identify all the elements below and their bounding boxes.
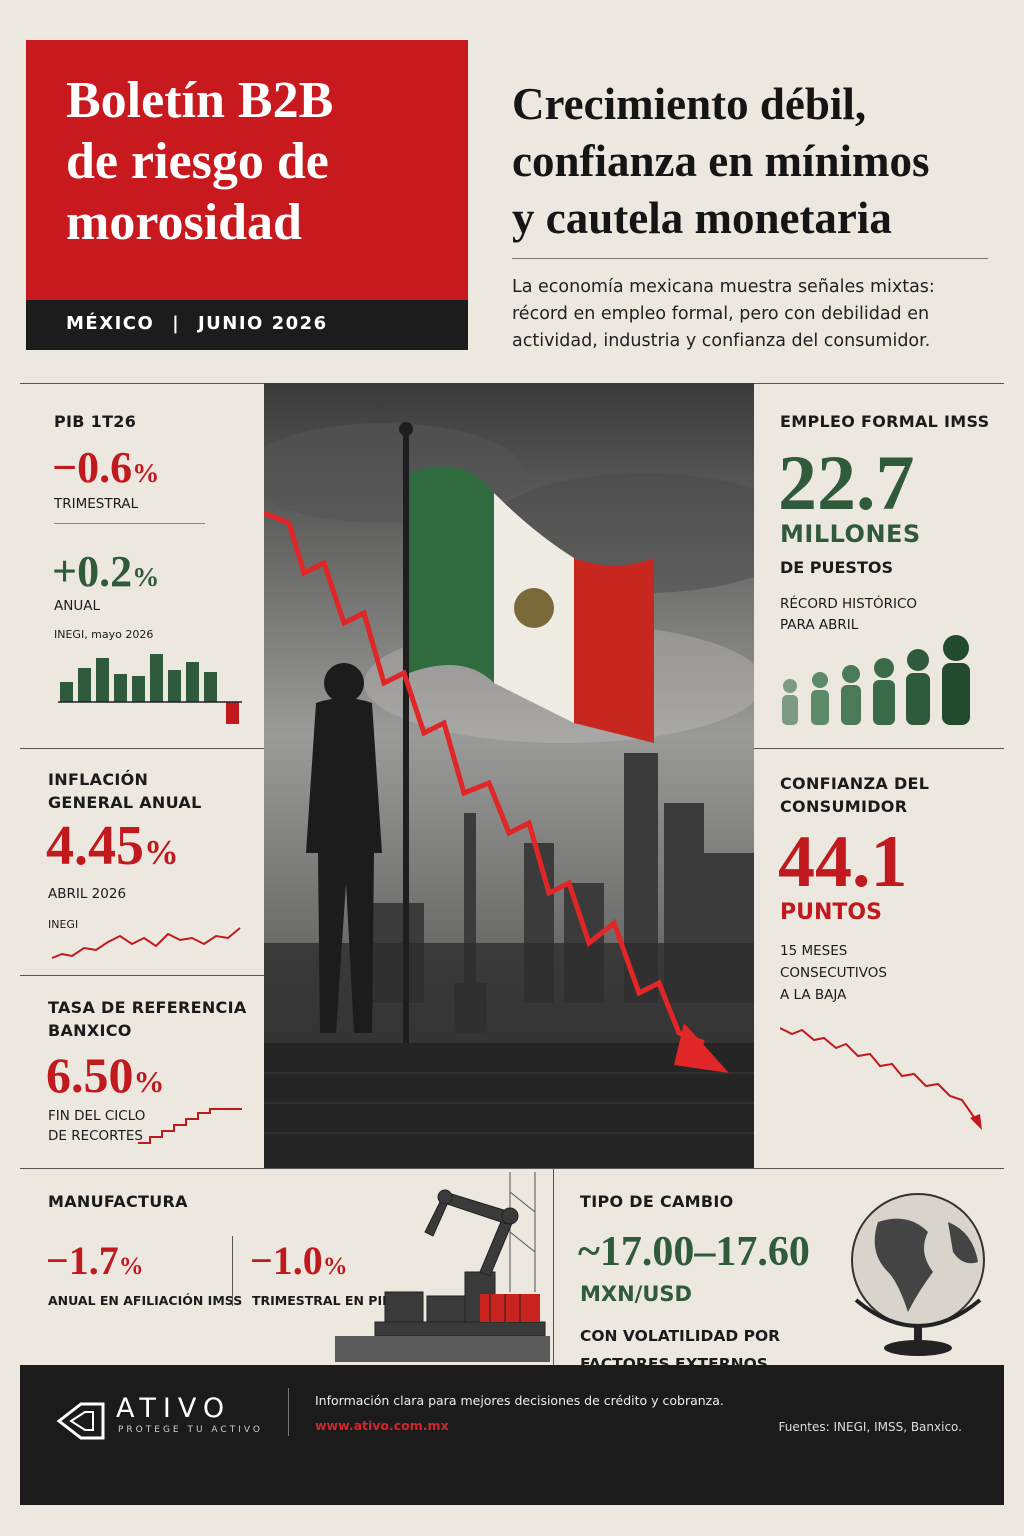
- exchange-rate-label: TIPO DE CAMBIO: [580, 1192, 734, 1211]
- employment-label: EMPLEO FORMAL IMSS: [780, 412, 990, 431]
- people-icons: [782, 635, 970, 725]
- manufacturing-number: −1.7: [46, 1238, 119, 1283]
- inflation-caption: ABRIL 2026: [48, 886, 127, 902]
- edition: MÉXICO | JUNIO 2026: [66, 313, 328, 334]
- title-line: Boletín B2B: [66, 72, 334, 129]
- title-block: [26, 40, 468, 300]
- divider: [512, 258, 988, 259]
- summary: La economía mexicana muestra señales mix…: [512, 274, 935, 355]
- footer-sources: Fuentes: INEGI, IMSS, Banxico.: [778, 1420, 962, 1434]
- confidence-label-line: CONFIANZA DEL: [780, 774, 930, 793]
- divider: [54, 523, 205, 524]
- footer-message: Información clara para mejores decisione…: [315, 1393, 724, 1408]
- pib-annual-caption: ANUAL: [54, 598, 100, 614]
- confidence-label: CONFIANZA DEL CONSUMIDOR: [780, 772, 929, 818]
- confidence-note: 15 MESES CONSECUTIVOS A LA BAJA: [780, 940, 887, 1006]
- manufacturing-caption: ANUAL EN AFILIACIÓN IMSS: [48, 1293, 243, 1308]
- inflation-source: INEGI: [48, 918, 79, 931]
- manufacturing-caption: TRIMESTRAL EN PIB: [252, 1293, 392, 1308]
- footer-url[interactable]: www.ativo.com.mx: [315, 1418, 449, 1433]
- employment-caption: DE PUESTOS: [780, 558, 893, 577]
- summary-line: La economía mexicana muestra señales mix…: [512, 277, 935, 297]
- inflation-label-line: INFLACIÓN: [48, 770, 149, 789]
- title: Boletín B2B de riesgo de morosidad: [66, 70, 333, 253]
- headline-line: Crecimiento débil,: [512, 79, 867, 129]
- manufacturing-unit: %: [118, 1253, 144, 1280]
- divider: [20, 748, 264, 749]
- rate-label-line: BANXICO: [48, 1021, 132, 1040]
- inflation-sparkline: [51, 927, 241, 959]
- summary-line: actividad, industria y confianza del con…: [512, 331, 931, 351]
- inflation-unit: %: [144, 833, 179, 872]
- rate-caption-line: DE RECORTES: [48, 1128, 143, 1144]
- divider: [232, 1236, 233, 1306]
- manufacturing-unit: %: [322, 1253, 348, 1280]
- globe-illustration: [851, 1193, 985, 1356]
- rate-caption-line: FIN DEL CICLO: [48, 1108, 146, 1124]
- tagline: PROTEGE TU ACTIVO: [118, 1425, 263, 1435]
- pib-annual-unit: %: [132, 562, 160, 592]
- pib-quarterly-value: −0.6: [52, 443, 133, 492]
- employment-note-line: RÉCORD HISTÓRICO: [780, 596, 918, 612]
- date: JUNIO 2026: [197, 313, 328, 334]
- pib-quarterly-unit: %: [132, 458, 160, 488]
- pib-label: PIB 1T26: [54, 412, 137, 431]
- inflation-value: 4.45%: [46, 814, 179, 885]
- date-band: [26, 300, 468, 350]
- location: MÉXICO: [66, 313, 155, 334]
- manufacturing-value: −1.7%: [46, 1238, 144, 1290]
- divider: [20, 975, 264, 976]
- brand: ATIVO: [116, 1393, 232, 1424]
- inflation-label: INFLACIÓN GENERAL ANUAL: [48, 768, 202, 814]
- headline-line: confianza en mínimos: [512, 136, 930, 186]
- divider: [20, 1168, 1004, 1169]
- pib-quarterly-caption: TRIMESTRAL: [54, 496, 139, 512]
- exchange-rate-value: ~17.00–17.60: [578, 1229, 810, 1275]
- confidence-note-line: 15 MESES: [780, 943, 848, 959]
- confidence-sparkline: [780, 1027, 982, 1130]
- robot-illustration: [335, 1172, 550, 1362]
- inflation-number: 4.45: [46, 815, 144, 877]
- employment-value: 22.7: [778, 439, 915, 526]
- employment-note: RÉCORD HISTÓRICO PARA ABRIL: [780, 594, 917, 636]
- confidence-label-line: CONSUMIDOR: [780, 797, 908, 816]
- headline-line: y cautela monetaria: [512, 193, 892, 243]
- manufacturing-value: −1.0%: [250, 1238, 348, 1290]
- manufacturing-number: −1.0: [250, 1238, 323, 1283]
- confidence-note-line: A LA BAJA: [780, 987, 847, 1003]
- pib-bars: [58, 654, 242, 724]
- rate-label: TASA DE REFERENCIA BANXICO: [48, 996, 247, 1042]
- pib-quarterly: −0.6%: [52, 442, 159, 499]
- divider: [553, 1168, 554, 1365]
- summary-line: récord en empleo formal, pero con debili…: [512, 304, 930, 324]
- confidence-unit: PUNTOS: [780, 900, 882, 925]
- rate-unit: %: [133, 1064, 165, 1099]
- employment-unit: MILLONES: [780, 520, 921, 548]
- divider: [754, 748, 1004, 749]
- headline: Crecimiento débil, confianza en mínimos …: [512, 76, 930, 247]
- logo-icon: [56, 1402, 105, 1440]
- title-line: morosidad: [66, 194, 302, 251]
- title-line: de riesgo de: [66, 133, 329, 190]
- inflation-label-line: GENERAL ANUAL: [48, 793, 202, 812]
- confidence-note-line: CONSECUTIVOS: [780, 965, 887, 981]
- rate-caption: FIN DEL CICLO DE RECORTES: [48, 1106, 145, 1146]
- rate-steps: [138, 1108, 242, 1144]
- employment-note-line: PARA ABRIL: [780, 617, 859, 633]
- divider: [288, 1388, 289, 1436]
- pib-annual-value: +0.2: [52, 547, 133, 596]
- exchange-rate-note-line: CON VOLATILIDAD POR: [580, 1327, 781, 1345]
- rate-label-line: TASA DE REFERENCIA: [48, 998, 247, 1017]
- rate-number: 6.50: [46, 1047, 134, 1103]
- rate-value: 6.50%: [46, 1046, 165, 1111]
- pib-source: INEGI, mayo 2026: [54, 628, 154, 641]
- illustration: [264, 383, 754, 1168]
- confidence-value: 44.1: [778, 821, 908, 903]
- pib-annual: +0.2%: [52, 546, 159, 603]
- manufacturing-label: MANUFACTURA: [48, 1192, 188, 1211]
- exchange-rate-unit: MXN/USD: [580, 1282, 692, 1306]
- footer: [20, 1365, 1004, 1505]
